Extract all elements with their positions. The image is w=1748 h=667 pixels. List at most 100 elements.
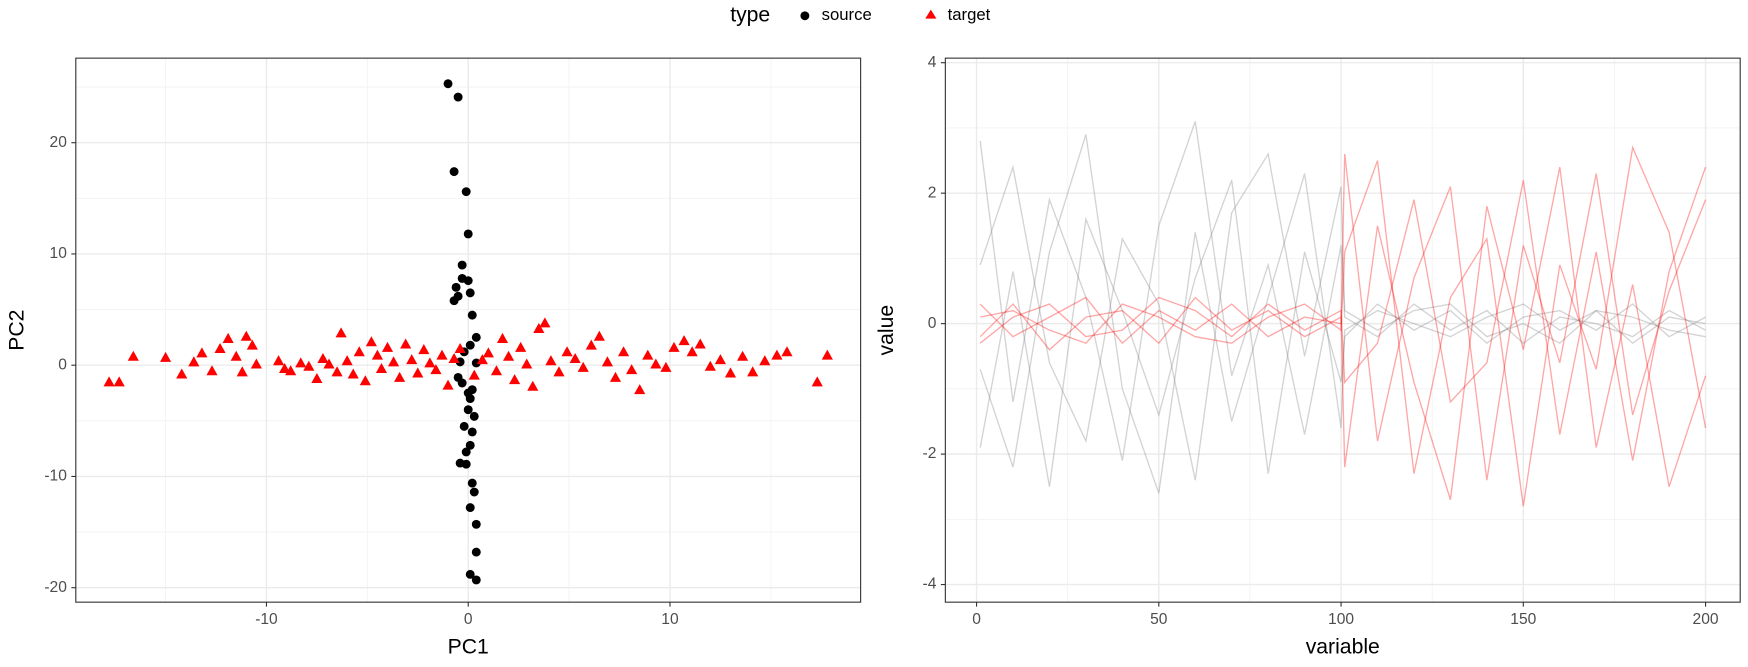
y-tick-label: 10: [50, 245, 68, 262]
point: [463, 405, 473, 415]
line: [980, 145, 1707, 507]
x-tick-label: 10: [661, 611, 679, 628]
point: [759, 355, 771, 366]
point: [642, 349, 654, 360]
point: [449, 296, 459, 306]
point: [347, 368, 359, 379]
point: [482, 347, 494, 358]
point: [515, 341, 527, 352]
point: [465, 569, 475, 579]
point: [634, 384, 646, 395]
point: [490, 365, 503, 376]
point: [353, 346, 365, 357]
point: [593, 330, 605, 341]
point: [467, 478, 477, 488]
point: [465, 288, 475, 298]
x-tick-label: -10: [255, 611, 278, 628]
point: [424, 357, 436, 368]
line: [979, 134, 1706, 494]
point: [465, 503, 475, 513]
y-tick-label: 0: [928, 315, 937, 332]
point: [443, 79, 453, 89]
point: [471, 358, 481, 368]
point: [365, 336, 377, 347]
x-axis-title: PC1: [448, 635, 489, 658]
legend-swatch: [925, 9, 937, 19]
point: [412, 367, 424, 378]
point: [331, 366, 343, 377]
point: [465, 340, 475, 350]
point: [272, 355, 285, 366]
y-tick-label: 0: [58, 356, 67, 373]
y-axis-title: PC2: [5, 310, 28, 351]
legend-label: source: [822, 5, 872, 24]
x-tick-label: 0: [972, 611, 981, 628]
point: [737, 350, 749, 361]
point: [381, 341, 394, 352]
point: [533, 322, 545, 333]
point: [714, 354, 726, 365]
point: [469, 487, 479, 497]
x-axis-title: variable: [1306, 635, 1380, 658]
point: [176, 368, 188, 379]
point: [311, 372, 323, 384]
y-axis-title: value: [875, 305, 898, 356]
point: [323, 358, 335, 369]
point: [214, 342, 226, 353]
point: [127, 350, 139, 361]
point: [465, 440, 475, 450]
point: [451, 282, 461, 292]
point: [678, 335, 690, 346]
point: [449, 167, 459, 177]
point: [471, 575, 481, 585]
x-tick-label: 200: [1693, 611, 1719, 628]
y-tick-label: 4: [928, 54, 937, 71]
x-tick-label: 150: [1510, 611, 1536, 628]
point: [461, 447, 471, 457]
point: [341, 355, 353, 366]
point: [457, 260, 467, 270]
line: [979, 166, 1707, 461]
point: [113, 376, 125, 387]
point: [430, 364, 442, 375]
panel-border: [944, 57, 1741, 603]
point: [609, 371, 622, 382]
point: [585, 339, 597, 350]
point: [359, 375, 371, 386]
point: [724, 367, 737, 378]
point: [694, 338, 706, 349]
point: [781, 346, 793, 357]
point: [467, 427, 477, 437]
point: [406, 354, 418, 365]
point: [502, 350, 515, 361]
x-tick-label: 50: [1150, 611, 1168, 628]
point: [469, 411, 479, 421]
point: [279, 362, 291, 373]
point: [561, 346, 573, 357]
point: [387, 356, 400, 367]
point: [222, 332, 234, 343]
y-tick-label: -20: [44, 579, 67, 596]
point: [668, 341, 680, 352]
line: [979, 153, 1707, 481]
point: [400, 338, 412, 349]
point: [471, 332, 481, 342]
y-tick-label: -10: [44, 468, 67, 485]
point: [317, 352, 329, 363]
point: [436, 349, 448, 360]
point: [509, 374, 521, 385]
point: [459, 421, 469, 431]
point: [821, 349, 833, 360]
point: [375, 362, 388, 373]
point: [471, 519, 481, 529]
point: [461, 459, 471, 469]
point: [539, 317, 551, 328]
point: [465, 394, 475, 404]
point: [335, 327, 347, 338]
point: [103, 376, 115, 387]
legend-label: target: [948, 5, 991, 24]
point: [454, 342, 466, 353]
y-tick-label: -4: [923, 576, 937, 593]
point: [250, 358, 262, 369]
